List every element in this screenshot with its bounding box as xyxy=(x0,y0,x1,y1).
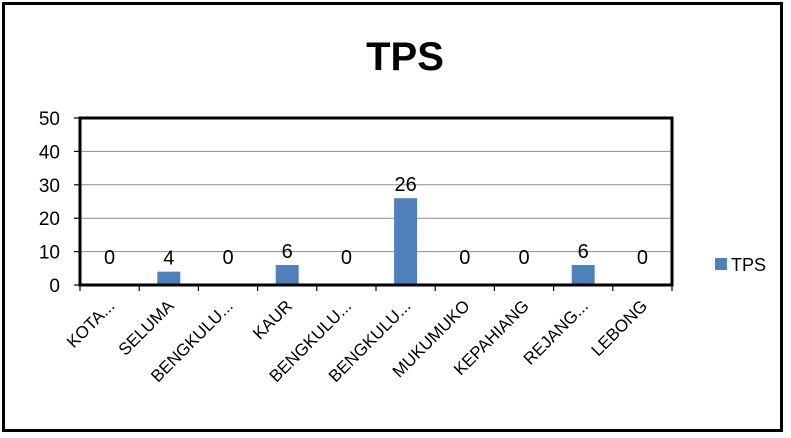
y-tick-label: 30 xyxy=(39,176,60,197)
bar xyxy=(571,264,595,285)
data-label: 0 xyxy=(222,247,233,269)
chart-frame xyxy=(2,2,783,432)
legend: TPS xyxy=(715,255,766,275)
bar xyxy=(394,198,418,285)
y-tick-label: 40 xyxy=(39,142,60,163)
data-label: 6 xyxy=(282,241,293,263)
category-label: LEBONG xyxy=(588,296,652,360)
y-tick-label: 50 xyxy=(39,109,60,130)
category-label: SELUMA xyxy=(115,296,178,359)
data-label: 6 xyxy=(578,241,589,263)
category-label: KAUR xyxy=(249,296,296,343)
data-label: 0 xyxy=(518,247,529,269)
data-label: 0 xyxy=(341,247,352,269)
y-tick-label: 20 xyxy=(39,209,60,230)
data-labels: 0 4 0 6 0 26 0 0 6 0 xyxy=(104,174,648,269)
data-label: 0 xyxy=(459,247,470,269)
category-label: KOTA... xyxy=(63,296,118,351)
gridlines xyxy=(80,117,672,253)
legend-label: TPS xyxy=(731,255,766,275)
bars xyxy=(157,198,595,285)
category-label: REJANG... xyxy=(520,296,592,368)
data-label: 4 xyxy=(163,248,174,270)
bar xyxy=(275,264,299,285)
y-tick-label: 0 xyxy=(49,276,60,297)
data-label: 0 xyxy=(637,247,648,269)
chart-title: TPS xyxy=(366,35,444,79)
legend-swatch xyxy=(715,258,727,270)
bar xyxy=(157,271,181,285)
data-label: 0 xyxy=(104,247,115,269)
data-label: 26 xyxy=(394,174,416,196)
y-tick-label: 10 xyxy=(39,243,60,264)
y-axis-ticks: 0 10 20 30 40 50 xyxy=(39,109,80,297)
